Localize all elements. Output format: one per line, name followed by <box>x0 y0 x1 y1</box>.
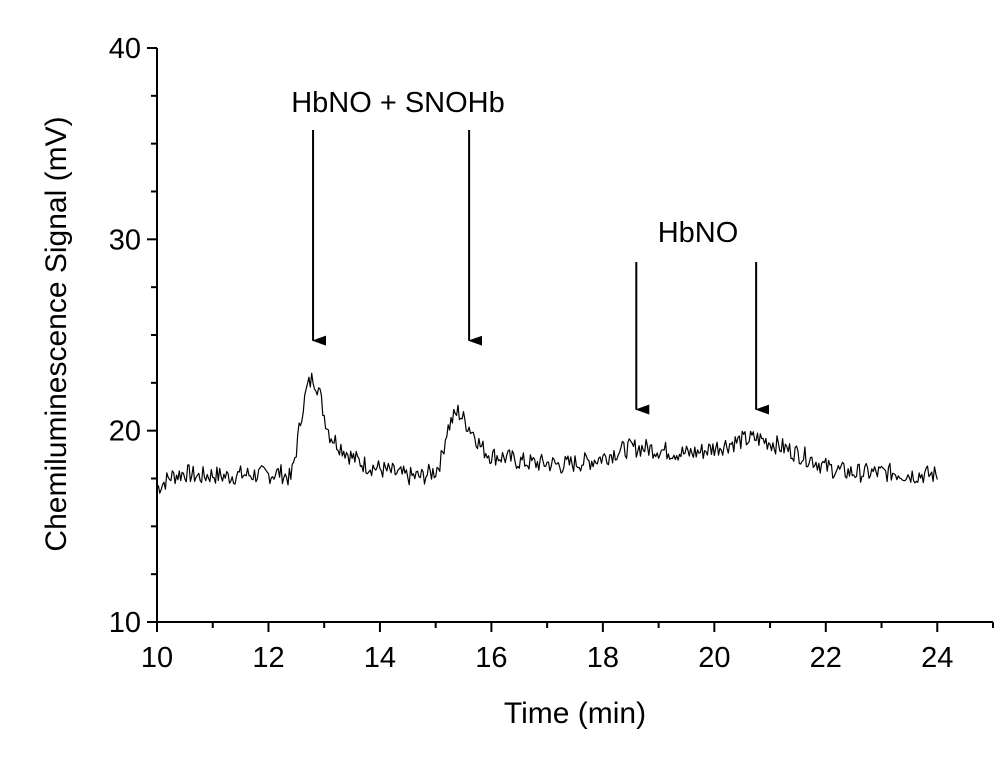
x-tick-label: 10 <box>141 642 173 674</box>
axes <box>156 48 993 623</box>
y-axis-label: Chemiluminescence Signal (mV) <box>40 116 73 551</box>
x-axis-label: Time (min) <box>504 697 646 730</box>
y-tick-label: 40 <box>109 33 141 65</box>
y-tick-label: 10 <box>109 607 141 639</box>
y-ticks: 10 20 30 40 <box>109 33 157 639</box>
annotation-hbno: HbNO <box>658 217 739 249</box>
annotation-arrows <box>312 130 770 415</box>
x-tick-label: 24 <box>921 642 953 674</box>
x-tick-label: 20 <box>698 642 730 674</box>
annotation-hbno-snohb: HbNO + SNOHb <box>291 87 505 119</box>
x-tick-label: 16 <box>475 642 507 674</box>
y-tick-label: 20 <box>109 416 141 448</box>
signal-series-line <box>156 372 938 494</box>
x-tick-label: 14 <box>364 642 396 674</box>
x-tick-label: 22 <box>810 642 842 674</box>
x-tick-label: 12 <box>252 642 284 674</box>
y-tick-label: 30 <box>109 224 141 256</box>
x-tick-label: 18 <box>587 642 619 674</box>
x-ticks: 10 12 14 16 18 20 22 24 <box>141 622 994 674</box>
